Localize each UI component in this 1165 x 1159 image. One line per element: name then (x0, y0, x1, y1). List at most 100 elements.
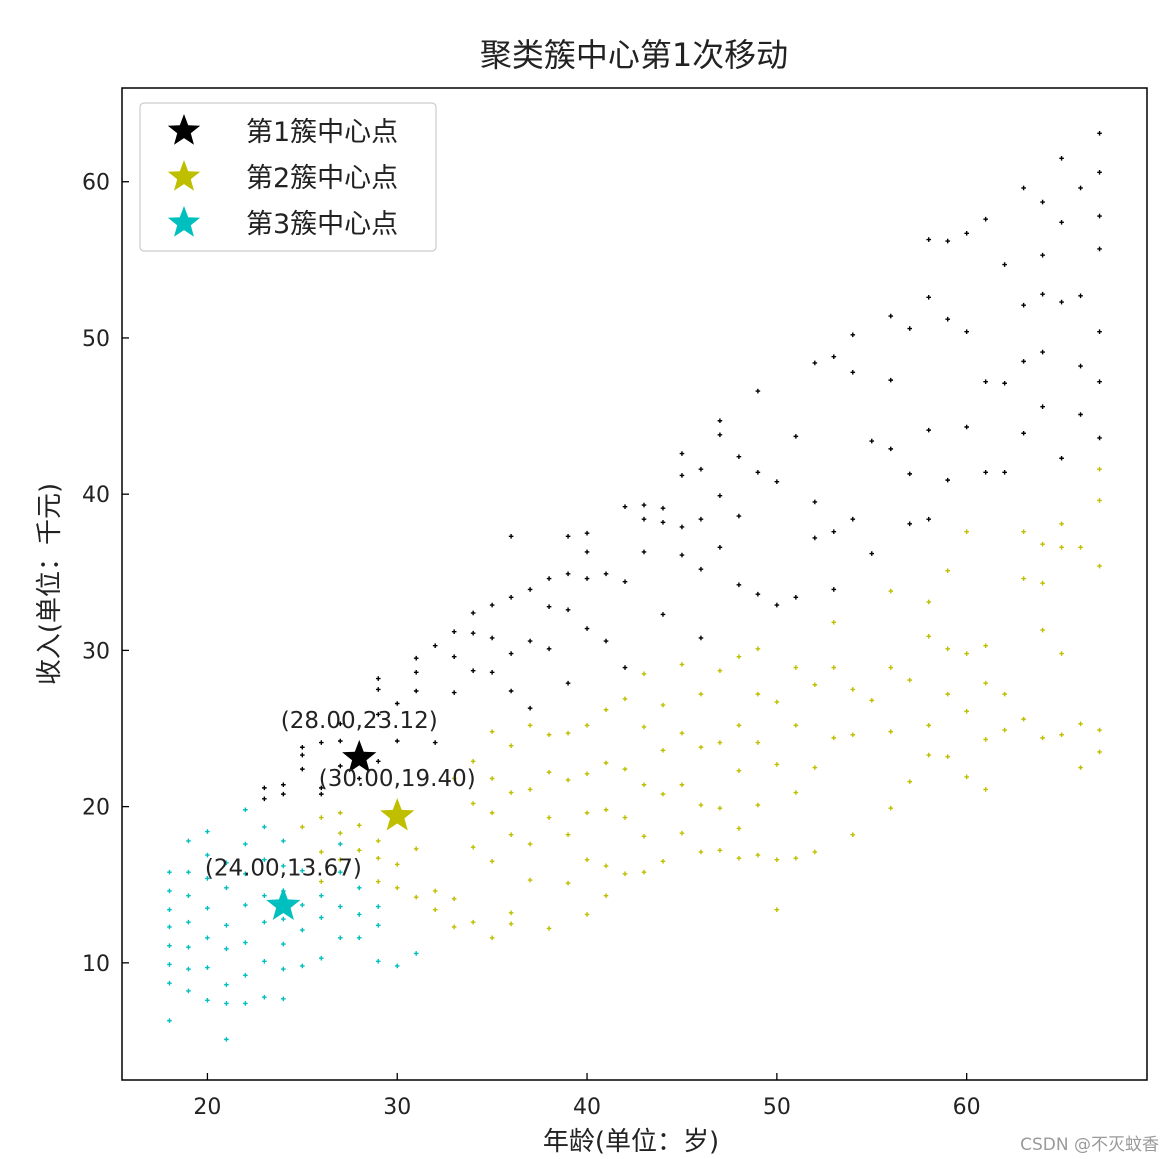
cluster-2-point (755, 802, 761, 808)
watermark: CSDN @不灭蚊香 (1020, 1135, 1159, 1155)
cluster-3-point (243, 871, 248, 877)
cluster-1-point (1040, 349, 1045, 355)
legend-star-icon (167, 160, 201, 191)
cluster-3-point (167, 980, 172, 986)
cluster-1-point (717, 418, 723, 424)
cluster-2-point (1040, 541, 1045, 547)
cluster-3-point (243, 973, 248, 978)
cluster-1-point (300, 766, 305, 772)
cluster-1-point (375, 687, 381, 692)
cluster-1-point (262, 785, 267, 791)
cluster-1-point (565, 607, 571, 613)
cluster-1-point (584, 576, 590, 581)
cluster-1-point (413, 669, 419, 675)
cluster-2-point (945, 646, 950, 652)
cluster-2-point (1040, 735, 1045, 741)
cluster-1-point (736, 454, 742, 459)
cluster-1-point (281, 791, 286, 797)
cluster-2-point (888, 588, 894, 594)
cluster-3-point (205, 998, 210, 1003)
cluster-2-point (1078, 765, 1083, 770)
cluster-3-point (186, 919, 191, 925)
cluster-1-point (1097, 170, 1102, 175)
cluster-2-point (508, 921, 514, 927)
cluster-1-point (698, 566, 704, 572)
cluster-2-point (1021, 716, 1026, 722)
cluster-3-point (167, 943, 172, 948)
cluster-1-point (565, 680, 571, 686)
cluster-3-point (167, 869, 172, 875)
cluster-1-point (774, 479, 780, 484)
cluster-3-point (319, 915, 324, 920)
cluster-3-point (205, 935, 210, 941)
y-tick-label: 50 (82, 327, 110, 352)
cluster-1-point (641, 549, 647, 555)
cluster-2-point (755, 852, 761, 858)
cluster-2-point (945, 691, 950, 697)
cluster-2-point (508, 910, 514, 916)
cluster-1-point (470, 610, 476, 616)
cluster-1-point (1097, 379, 1102, 384)
cluster-1-point (1097, 435, 1102, 441)
x-tick-label: 50 (763, 1095, 791, 1120)
cluster-1-point (489, 669, 495, 675)
cluster-1-point (1002, 380, 1007, 386)
cluster-1-point (736, 582, 742, 588)
cluster-3-point (167, 924, 172, 930)
cluster-2-point (1021, 529, 1026, 534)
cluster-1-point (926, 516, 932, 522)
cluster-2-point (489, 810, 495, 816)
cluster-1-point (622, 579, 628, 584)
cluster-2-point (489, 729, 495, 734)
cluster-3-point (337, 869, 343, 875)
cluster-1-point (717, 432, 723, 438)
cluster-1-point (337, 721, 343, 727)
cluster-2-point (926, 634, 932, 639)
cluster-2-point (1097, 727, 1102, 733)
plot-frame (121, 87, 1148, 1081)
cluster-1-point (319, 740, 324, 745)
cluster-1-point (907, 521, 913, 527)
cluster-1-point (1059, 155, 1064, 161)
cluster-2-point (584, 771, 590, 777)
cluster-1-point (698, 466, 704, 472)
cluster-1-point (774, 602, 780, 608)
cluster-2-point (319, 849, 324, 855)
cluster-3-point (224, 885, 229, 891)
cluster-2-point (679, 830, 685, 836)
cluster-1-point (717, 544, 723, 550)
cluster-1-point (641, 502, 647, 508)
cluster-1-point (964, 230, 969, 236)
cluster-2-point (603, 893, 609, 898)
cluster-1-point (1078, 363, 1083, 369)
cluster-2-point (679, 662, 685, 667)
x-axis-label: 年龄(单位：岁) (543, 1127, 719, 1157)
cluster-1-point (755, 591, 761, 597)
cluster-2-point (1078, 721, 1083, 727)
cluster-1-point (831, 354, 837, 359)
cluster-3-point (186, 988, 191, 994)
cluster-2-point (489, 776, 495, 781)
cluster-3-point (224, 923, 229, 928)
cluster-2-point (698, 691, 704, 697)
cluster-2-point (1059, 521, 1064, 527)
x-tick-label: 40 (573, 1095, 601, 1120)
cluster-2-point (983, 787, 988, 792)
cluster-centers: (28.00,23.12) (30.00,19.40) (24.00,13.67) (205, 708, 476, 921)
cluster-1-point (281, 782, 286, 788)
cluster-1-point (888, 446, 894, 452)
cluster-1-point (1078, 293, 1083, 299)
cluster-3-point (337, 904, 343, 909)
cluster-2-point (470, 919, 476, 925)
cluster-1-point (546, 576, 552, 581)
x-tick-label: 30 (383, 1095, 411, 1120)
cluster-3-point (205, 905, 210, 911)
cluster-1-point (869, 438, 875, 444)
cluster-1-point (945, 477, 950, 483)
cluster-2-point (698, 802, 704, 808)
cluster-1-point (679, 473, 685, 478)
cluster-3-point (167, 1018, 172, 1023)
cluster-3-point (337, 935, 343, 941)
cluster-1-point (508, 688, 514, 694)
cluster-2-point (337, 830, 343, 836)
